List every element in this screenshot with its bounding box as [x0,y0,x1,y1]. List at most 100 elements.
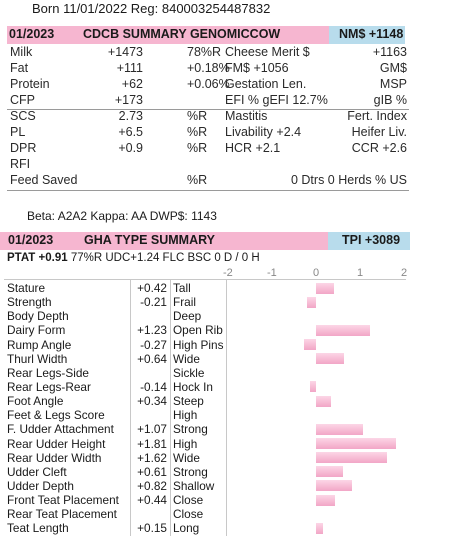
cdcb-cell-l2: FM$ +1056 [225,61,289,75]
cdcb-cell-p1: +0.18% [187,61,230,75]
axis-tick-label: -1 [267,267,277,279]
cdcb-title: CDCB SUMMARY GENOMICCOW [83,27,281,41]
cdcb-divider [7,109,409,110]
cdcb-row: SCS 2.73 %R Mastitis Fert. Index [7,108,409,124]
cdcb-cell-l1: CFP [10,93,35,107]
value-column-divider [130,280,131,536]
cdcb-cell-l1: SCS [10,109,36,123]
trait-value: -0.21 [140,295,167,310]
cdcb-cell-v1: +62 [121,77,143,91]
trait-description: Close [173,493,204,508]
trait-description: Tall [173,281,191,295]
desc-column-divider [170,280,171,536]
cdcb-cell-v2: gIB % [373,93,407,107]
axis-tick-label: 0 [313,267,320,279]
trait-row: Udder Depth +0.82 Shallow [7,479,407,493]
trait-table-top-rule [4,279,406,280]
trait-description: Deep [173,309,202,324]
cdcb-cell-p1: 78%R [187,45,222,59]
trait-bar [316,452,388,464]
cdcb-cell-l1: DPR [10,141,37,155]
gha-title: GHA TYPE SUMMARY [84,233,216,247]
cdcb-date: 01/2023 [9,27,55,41]
cdcb-bottom-rule [7,190,409,191]
cdcb-cell-v2: MSP [379,77,407,91]
trait-row: Rump Angle -0.27 High Pins [7,338,407,352]
trait-description: Strong [173,422,208,437]
trait-description: Strong [173,464,208,479]
trait-row: Rear Teat Placement Close [7,507,407,521]
trait-description: High Pins [173,337,224,352]
trait-description: Shallow [173,478,215,493]
cdcb-cell-v1: 2.73 [118,109,143,123]
cdcb-cell-l1: RFI [10,157,31,171]
trait-value: -0.14 [140,379,167,394]
trait-row: Rear Udder Height +1.81 High [7,437,407,451]
trait-description: High [173,408,198,423]
trait-chart-axis: -2 -1 0 1 2 [223,267,416,279]
ptat-line: PTAT +0.91 77%R UDC+1.24 FLC BSC 0 D / 0… [7,252,260,264]
cdcb-cell-p1: %R [187,173,208,187]
cdcb-cell-v1: +1473 [107,45,143,59]
trait-bar [316,494,336,506]
trait-row: Rear Udder Width +1.62 Wide [7,451,407,465]
trait-value: +1.23 [137,323,167,338]
trait-bar [306,296,316,308]
trait-bar [316,324,371,336]
cdcb-row: RFI [7,156,409,172]
trait-description: Long [173,521,200,536]
cdcb-cell-l2: HCR +2.1 [225,141,281,155]
trait-value: +0.64 [137,351,167,366]
trait-row: Dairy Form +1.23 Open Rib [7,323,407,337]
chart-column-divider [226,280,227,536]
trait-name: Thurl Width [7,351,68,366]
trait-name: Strength [7,295,52,310]
trait-name: Foot Angle [7,394,64,409]
cdcb-cell-v2: Heifer Liv. [351,125,407,139]
trait-bar [316,466,343,478]
trait-description: Sickle [173,365,205,380]
trait-description: Wide [173,351,200,366]
cdcb-cell-p1: +0.06% [187,77,230,91]
trait-value: +0.15 [137,521,167,536]
cdcb-cell-v1: +173 [114,93,143,107]
trait-row: Rear Legs-Side Sickle [7,366,407,380]
trait-row: Rear Legs-Rear -0.14 Hock In [7,380,407,394]
trait-bar [316,522,323,534]
cdcb-row: Protein +62 +0.06% Gestation Len. MSP [7,76,409,92]
cdcb-cell-l1: PL [10,125,26,139]
cdcb-row: PL +6.5 %R Livability +2.4 Heifer Liv. [7,124,409,140]
trait-name: F. Udder Attachment [7,422,114,437]
cdcb-row: DPR +0.9 %R HCR +2.1 CCR +2.6 [7,140,409,156]
ptat-value: PTAT +0.91 [7,252,68,264]
trait-name: Rear Legs-Side [7,365,89,380]
cdcb-row: Milk +1473 78%R Cheese Merit $ +1163 [7,44,409,60]
cdcb-cell-l1: Milk [10,45,33,59]
cdcb-row: Fat +111 +0.18% FM$ +1056 GM$ [7,60,409,76]
trait-row: Foot Angle +0.34 Steep [7,394,407,408]
trait-value: -0.27 [140,337,167,352]
cdcb-cell-v1: +111 [116,61,143,75]
trait-description: High [173,436,198,451]
trait-bar [309,381,316,393]
cdcb-cell-p1: %R [187,141,208,155]
trait-value: +0.42 [137,281,167,295]
cdcb-cell-l2: EFI % gEFI 12.7% [225,93,328,107]
axis-tick-label: 2 [401,267,408,279]
trait-description: Open Rib [173,323,223,338]
trait-row: Body Depth Deep [7,309,407,323]
cdcb-cell-l2: Cheese Merit $ [225,45,310,59]
trait-name: Dairy Form [7,323,66,338]
trait-row: Teat Length +0.15 Long [7,521,407,535]
beta-kappa-line: Beta: A2A2 Kappa: AA DWP$: 1143 [27,209,217,223]
cdcb-cell-l1: Fat [10,61,29,75]
trait-name: Rump Angle [7,337,72,352]
trait-description: Wide [173,450,200,465]
gha-date: 01/2023 [8,233,54,247]
axis-tick-label: 1 [357,267,364,279]
trait-bar [316,282,335,294]
trait-bar [316,395,331,407]
trait-value: +0.61 [137,464,167,479]
trait-name: Rear Udder Width [7,450,102,465]
trait-name: Rear Legs-Rear [7,379,91,394]
